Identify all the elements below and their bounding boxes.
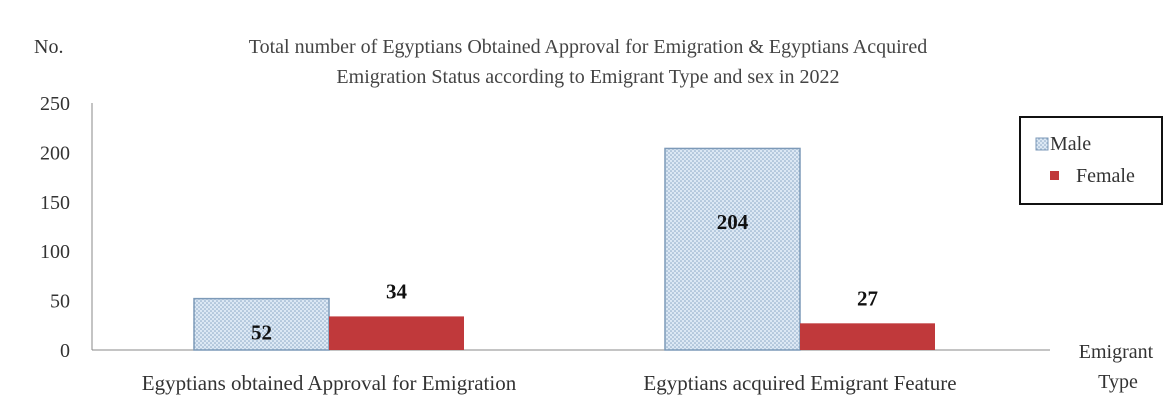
chart-title-line-1: Total number of Egyptians Obtained Appro…	[249, 36, 927, 58]
x-category-label: Egyptians obtained Approval for Emigrati…	[142, 371, 517, 395]
bar-female-2	[800, 323, 935, 350]
y-tick-label: 100	[40, 241, 70, 263]
x-category-label: Egyptians acquired Emigrant Feature	[643, 371, 956, 395]
data-label-female-1: 34	[386, 279, 408, 303]
y-tick-label: 50	[50, 291, 70, 313]
y-axis-label: No.	[34, 36, 63, 58]
legend-swatch-male	[1035, 137, 1049, 151]
x-axis-label-line-1: Emigrant	[1079, 341, 1154, 363]
y-tick-label: 0	[60, 340, 70, 362]
y-tick-label: 250	[40, 93, 70, 115]
legend-swatch-female	[1050, 171, 1059, 180]
chart-title-line-2: Emigration Status according to Emigrant …	[336, 66, 839, 88]
legend: Male Female	[1019, 116, 1163, 205]
data-label-female-2: 27	[857, 286, 878, 310]
y-tick-label: 200	[40, 142, 70, 164]
bar-female-1	[329, 316, 464, 350]
legend-label-male: Male	[1050, 133, 1091, 155]
y-tick-label: 150	[40, 192, 70, 214]
legend-box	[1019, 116, 1163, 205]
x-axis-label-line-2: Type	[1098, 371, 1138, 393]
data-label-male-2: 204	[717, 210, 749, 234]
bar-male-2	[664, 147, 801, 351]
bar-male-1	[193, 297, 330, 351]
legend-label-female: Female	[1076, 165, 1135, 187]
data-label-male-1: 52	[251, 321, 272, 345]
